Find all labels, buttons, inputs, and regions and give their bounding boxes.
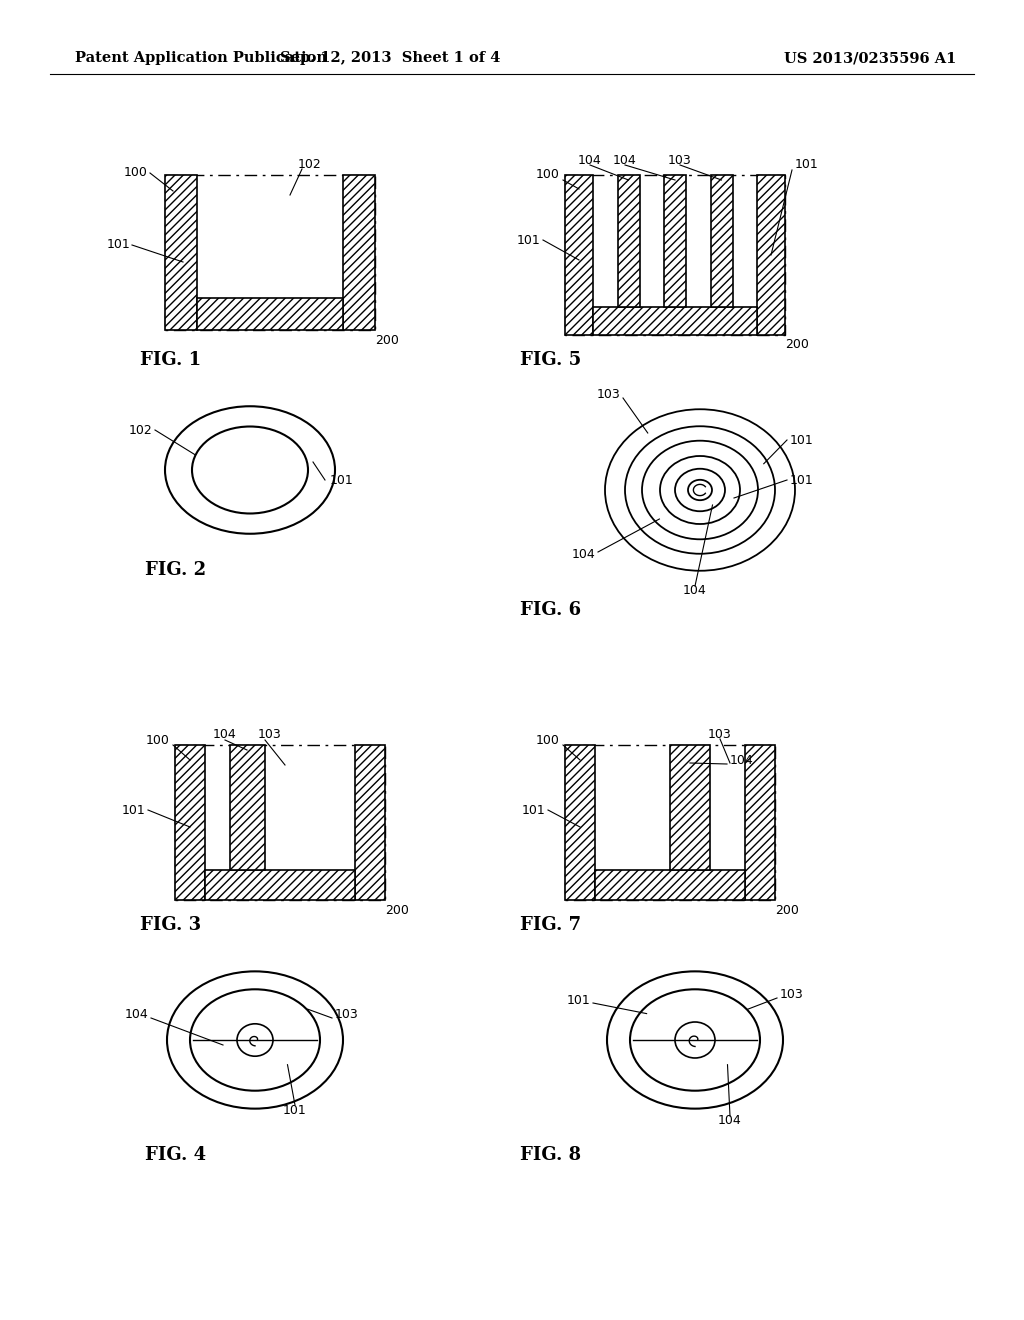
Text: 103: 103 (596, 388, 620, 401)
Text: 101: 101 (121, 804, 145, 817)
Text: 104: 104 (124, 1008, 148, 1022)
Text: 103: 103 (780, 989, 804, 1002)
Text: 104: 104 (613, 153, 637, 166)
Polygon shape (565, 744, 595, 900)
Polygon shape (355, 744, 385, 900)
Text: 101: 101 (516, 234, 540, 247)
Text: 100: 100 (124, 166, 148, 180)
Text: 200: 200 (785, 338, 809, 351)
Text: 100: 100 (537, 169, 560, 181)
Text: 101: 101 (566, 994, 590, 1006)
Text: FIG. 5: FIG. 5 (520, 351, 582, 370)
Text: US 2013/0235596 A1: US 2013/0235596 A1 (783, 51, 956, 65)
Text: 104: 104 (730, 754, 754, 767)
Text: FIG. 1: FIG. 1 (140, 351, 201, 370)
Text: 101: 101 (106, 239, 130, 252)
Text: FIG. 2: FIG. 2 (145, 561, 206, 579)
Polygon shape (745, 744, 775, 900)
Polygon shape (230, 744, 265, 870)
Text: Sep. 12, 2013  Sheet 1 of 4: Sep. 12, 2013 Sheet 1 of 4 (280, 51, 500, 65)
Text: 103: 103 (335, 1008, 358, 1022)
Text: 101: 101 (790, 474, 814, 487)
Text: 103: 103 (668, 153, 692, 166)
Text: FIG. 3: FIG. 3 (140, 916, 201, 935)
Text: FIG. 4: FIG. 4 (145, 1146, 206, 1164)
Text: 102: 102 (298, 158, 322, 172)
Text: FIG. 7: FIG. 7 (520, 916, 582, 935)
Polygon shape (670, 744, 710, 870)
Text: 104: 104 (718, 1114, 741, 1126)
Text: 101: 101 (790, 433, 814, 446)
Text: 104: 104 (579, 153, 602, 166)
Text: 102: 102 (128, 424, 152, 437)
Polygon shape (595, 870, 745, 900)
Polygon shape (711, 176, 732, 308)
Polygon shape (197, 298, 343, 330)
Text: 200: 200 (385, 903, 409, 916)
Text: 101: 101 (283, 1104, 307, 1117)
Text: 104: 104 (683, 583, 707, 597)
Polygon shape (593, 308, 757, 335)
Polygon shape (165, 176, 197, 330)
Polygon shape (565, 176, 593, 335)
Text: Patent Application Publication: Patent Application Publication (75, 51, 327, 65)
Text: 101: 101 (795, 158, 819, 172)
Text: 104: 104 (571, 549, 595, 561)
Polygon shape (664, 176, 686, 308)
Text: 101: 101 (330, 474, 353, 487)
Text: 103: 103 (709, 729, 732, 742)
Text: FIG. 8: FIG. 8 (520, 1146, 582, 1164)
Text: 104: 104 (213, 729, 237, 742)
Polygon shape (175, 744, 205, 900)
Text: 101: 101 (521, 804, 545, 817)
Polygon shape (617, 176, 640, 308)
Polygon shape (757, 176, 785, 335)
Text: 200: 200 (775, 903, 799, 916)
Polygon shape (205, 870, 355, 900)
Polygon shape (343, 176, 375, 330)
Text: 100: 100 (146, 734, 170, 747)
Text: FIG. 6: FIG. 6 (520, 601, 582, 619)
Text: 200: 200 (375, 334, 399, 346)
Text: 100: 100 (537, 734, 560, 747)
Text: 103: 103 (258, 729, 282, 742)
